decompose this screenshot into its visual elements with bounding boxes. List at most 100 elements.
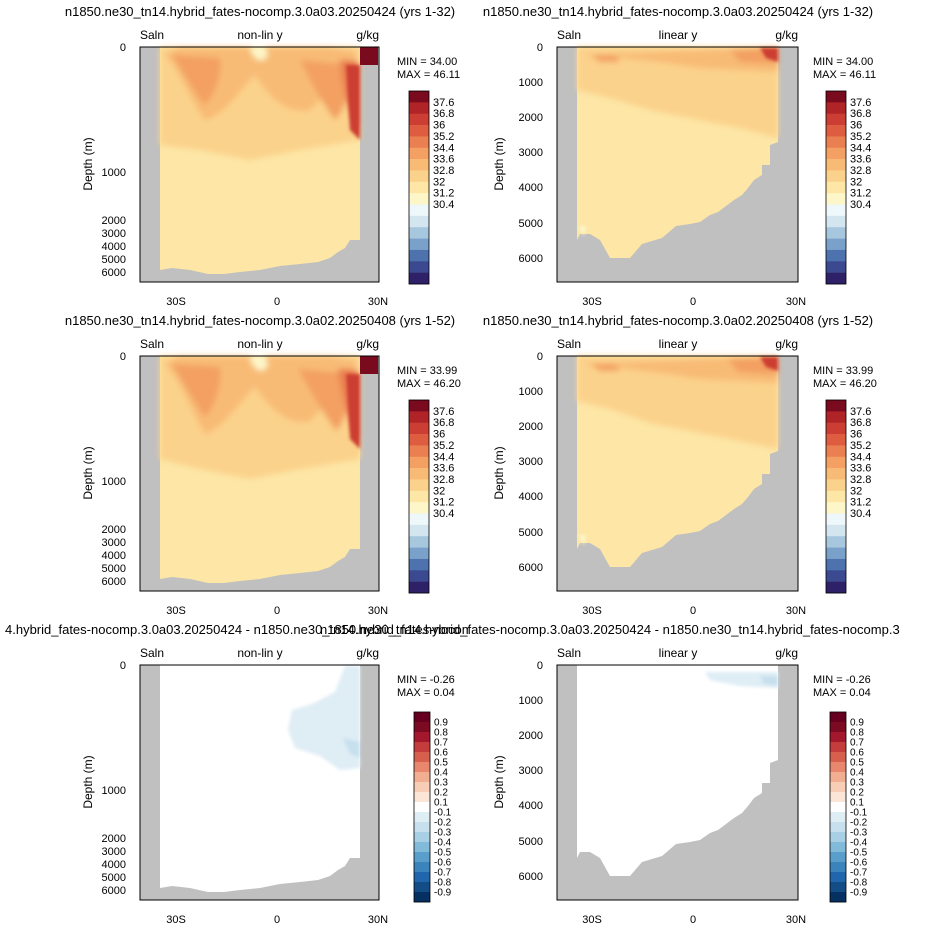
colorbar-swatch <box>830 722 846 733</box>
subtitle-units: g/kg <box>356 646 379 660</box>
subtitle-center: non-lin y <box>237 646 282 660</box>
colorbar-swatch <box>409 400 429 412</box>
colorbar-swatch <box>414 752 430 763</box>
colorbar-swatch <box>409 215 429 228</box>
y-tick-label: 4000 <box>102 550 126 562</box>
colorbar-swatch <box>826 136 846 149</box>
colorbar-frame <box>413 711 431 903</box>
y-tick-label: 4000 <box>519 800 543 812</box>
colorbar-label: 37.6 <box>433 406 454 418</box>
colorbar-swatch <box>409 581 429 594</box>
field-contours <box>160 47 360 160</box>
y-tick-label: 1000 <box>519 386 543 398</box>
colorbar-label: 0.4 <box>850 768 864 779</box>
y-axis-label: Depth (m) <box>492 755 506 808</box>
y-tick-label: 6000 <box>102 576 126 588</box>
y-tick-label: 4000 <box>519 182 543 194</box>
colorbar-swatch <box>830 822 846 833</box>
y-tick-label: 0 <box>120 660 126 672</box>
colorbar-label: 32 <box>433 176 445 188</box>
colorbar-label: -0.8 <box>434 878 452 889</box>
ocean-field <box>577 665 778 876</box>
colorbar-swatch <box>830 782 846 793</box>
subtitle-units: g/kg <box>775 646 798 660</box>
colorbar-swatch <box>826 113 846 126</box>
panel-r2-right: Saln linear y g/kg Depth (m) 0 1000 2000… <box>492 337 877 617</box>
colorbar-swatch <box>414 782 430 793</box>
subtitle-center: non-lin y <box>237 28 282 42</box>
min-label: MIN = 34.00 <box>813 56 873 68</box>
x-ticks: 30S 0 30N <box>582 605 806 617</box>
y-tick-label: 6000 <box>519 253 543 265</box>
panel-title-5: 4.hybrid_fates-nocomp.3.0a03.20250424 - … <box>5 622 585 637</box>
colorbar-swatch <box>409 125 429 137</box>
colorbar-swatch <box>830 892 846 903</box>
colorbar-label: 33.6 <box>850 154 871 166</box>
colorbar-swatch <box>409 570 429 582</box>
y-tick-label: 1000 <box>102 476 126 488</box>
colorbar-frame <box>825 90 847 285</box>
colorbar-swatch <box>826 102 846 115</box>
colorbar-swatch <box>414 742 430 753</box>
colorbar-label: 0.5 <box>434 758 448 769</box>
subtitle-left: Saln <box>140 28 164 42</box>
plot-frame <box>556 664 799 901</box>
max-label: MAX = 46.20 <box>397 378 461 390</box>
colorbar-swatch <box>409 261 429 273</box>
colorbar-label: 32.8 <box>850 165 871 177</box>
colorbar-swatch <box>409 479 429 492</box>
colorbar-swatch <box>826 490 846 503</box>
colorbar-swatch <box>414 832 430 843</box>
panel-r2-left: Saln non-lin y g/kg Depth (m) 0 1000 200… <box>81 337 461 617</box>
colorbar-swatch <box>826 170 846 183</box>
y-axis-label: Depth (m) <box>81 137 95 190</box>
y-tick-label: 5000 <box>102 872 126 884</box>
panel-title-4: n1850.ne30_tn14.hybrid_fates-nocomp.3.0a… <box>483 313 873 328</box>
colorbar-swatch <box>409 422 429 435</box>
colorbar-swatch <box>826 204 846 217</box>
y-ticks: 0 1000 2000 3000 4000 5000 6000 <box>519 660 543 883</box>
colorbar-label: -0.2 <box>850 818 868 829</box>
field-hotspot <box>346 374 360 449</box>
colorbar-swatch <box>409 102 429 115</box>
colorbar-label: 35.2 <box>850 440 871 452</box>
colorbar-label: 35.2 <box>850 131 871 143</box>
y-tick-label: 2000 <box>519 112 543 124</box>
plot-frame <box>139 664 380 901</box>
field-band <box>590 364 620 371</box>
max-label: MAX = 46.11 <box>813 69 876 81</box>
x-tick-label: 30N <box>368 605 388 617</box>
x-tick-label: 30N <box>786 914 806 926</box>
colorbar-swatch <box>409 434 429 446</box>
colorbar-swatch <box>826 536 846 548</box>
colorbar-label: 33.6 <box>433 154 454 166</box>
colorbar-swatch <box>830 792 846 803</box>
colorbar-swatch <box>826 411 846 424</box>
x-ticks: 30S 0 30N <box>166 914 388 926</box>
colorbar-swatch <box>826 524 846 537</box>
x-tick-label: 30N <box>786 605 806 617</box>
colorbar-swatch <box>830 832 846 843</box>
field-band <box>760 676 778 686</box>
colorbar-swatch <box>830 882 846 893</box>
field-contours <box>705 672 778 688</box>
y-tick-label: 2000 <box>102 833 126 845</box>
colorbar-swatch <box>826 558 846 571</box>
x-ticks: 30S 0 30N <box>166 605 388 617</box>
x-tick-label: 0 <box>690 914 696 926</box>
x-ticks: 30S 0 30N <box>166 296 388 308</box>
subtitle-center: linear y <box>659 646 698 660</box>
colorbar-swatch <box>830 802 846 813</box>
colorbar-swatch <box>826 249 846 262</box>
colorbar-label: 33.6 <box>850 463 871 475</box>
colorbar-label: 0.2 <box>850 788 864 799</box>
colorbar-swatch <box>826 479 846 492</box>
colorbar-label: 37.6 <box>850 97 871 109</box>
colorbar-swatch <box>826 502 846 514</box>
y-ticks: 0 1000 2000 3000 4000 5000 6000 <box>519 42 543 265</box>
max-label: MAX = 0.04 <box>813 687 871 699</box>
x-tick-label: 30N <box>368 914 388 926</box>
colorbar-label: 36.8 <box>850 108 871 120</box>
y-tick-label: 3000 <box>102 537 126 549</box>
